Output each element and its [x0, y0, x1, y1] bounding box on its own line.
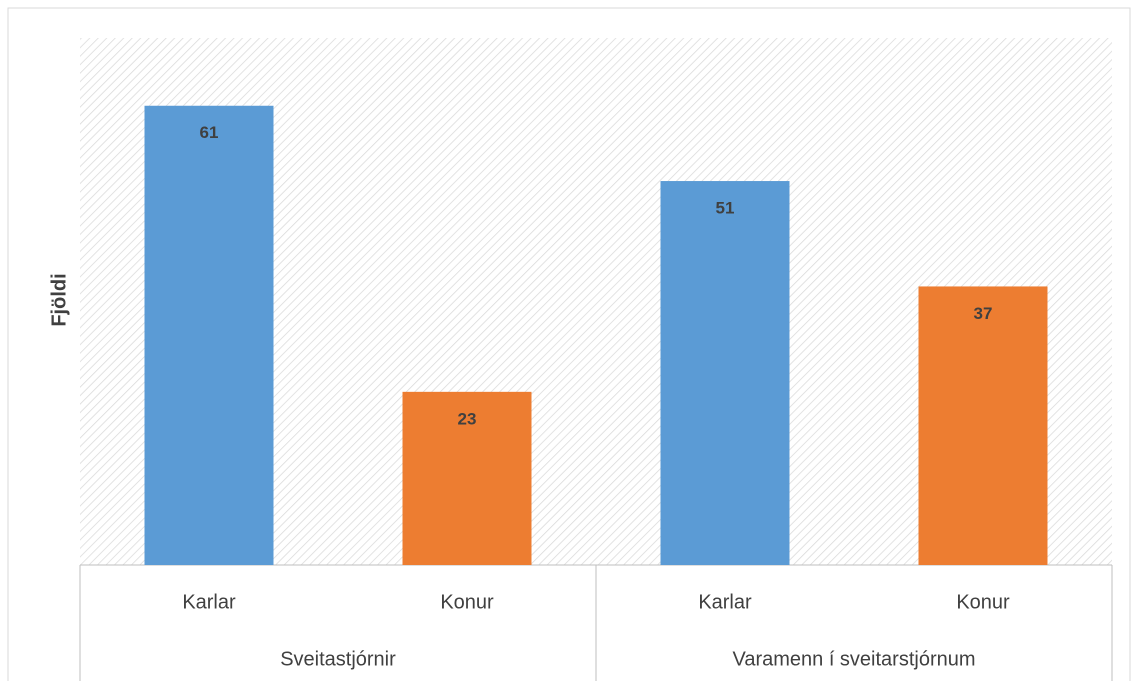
- chart-border: [7, 7, 1131, 681]
- group-label: Varamenn í sveitarstjórnum: [732, 648, 975, 670]
- data-label: 51: [716, 199, 735, 218]
- x-tick-label: Konur: [956, 591, 1010, 613]
- bar: [402, 391, 532, 565]
- bar: [660, 181, 790, 566]
- y-axis-title: Fjöldi: [48, 273, 70, 326]
- data-label: 61: [200, 123, 219, 142]
- data-label: 37: [974, 304, 993, 323]
- data-label: 23: [458, 409, 477, 428]
- bar: [144, 105, 274, 565]
- group-label: Sveitastjórnir: [280, 648, 396, 670]
- x-tick-label: Konur: [440, 591, 494, 613]
- bar: [918, 286, 1048, 565]
- x-tick-label: Karlar: [698, 591, 752, 613]
- x-tick-label: Karlar: [182, 591, 236, 613]
